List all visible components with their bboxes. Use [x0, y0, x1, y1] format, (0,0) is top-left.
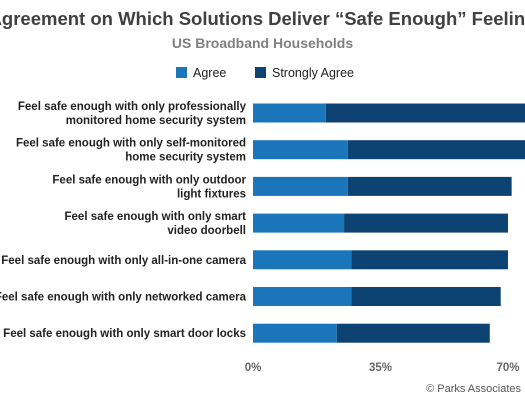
legend-label-1: Strongly Agree: [272, 66, 354, 80]
bar-5-1: [351, 287, 501, 306]
bar-3-0: [253, 213, 345, 233]
bar-5-0: [253, 287, 352, 306]
category-label-0-1: monitored home security system: [66, 115, 246, 127]
chart-subtitle: US Broadband Households: [172, 35, 353, 51]
category-label-1-1: home security system: [125, 152, 246, 164]
bar-0-1: [325, 103, 525, 123]
category-label-2-1: light fixtures: [177, 188, 246, 200]
category-label-6-0: Feel safe enough with only smart door lo…: [3, 328, 246, 340]
category-label-4-0: Feel safe enough with only all-in-one ca…: [1, 255, 246, 267]
legend-swatch-1: [255, 67, 266, 78]
category-labels: Feel safe enough with only professionall…: [0, 101, 247, 340]
x-axis-ticks: 0% 35% 70%: [245, 362, 520, 374]
bar-2-1: [347, 176, 512, 196]
x-tick-1: 35%: [369, 362, 392, 374]
category-label-2-0: Feel safe enough with only outdoor: [52, 174, 246, 186]
category-label-0-0: Feel safe enough with only professionall…: [18, 101, 247, 113]
category-label-3-1: video doorbell: [167, 225, 246, 237]
bars: [253, 103, 525, 343]
bar-1-1: [347, 140, 525, 160]
x-tick-2: 70%: [496, 362, 519, 374]
bar-6-0: [253, 323, 337, 343]
bar-6-1: [336, 323, 490, 343]
bar-4-0: [253, 250, 352, 270]
credit-text: © Parks Associates: [426, 383, 521, 395]
chart-title: Agreement on Which Solutions Deliver “Sa…: [0, 8, 525, 29]
legend-label-0: Agree: [193, 66, 226, 80]
bar-0-0: [253, 103, 326, 123]
bar-4-1: [351, 250, 508, 270]
bar-2-0: [253, 176, 348, 196]
bar-3-1: [344, 213, 508, 233]
category-label-3-0: Feel safe enough with only smart: [65, 211, 247, 223]
bar-1-0: [253, 140, 348, 160]
x-tick-0: 0%: [245, 362, 262, 374]
legend-swatch-0: [176, 67, 187, 78]
category-label-1-0: Feel safe enough with only self-monitore…: [16, 138, 246, 150]
category-label-5-0: Feel safe enough with only networked cam…: [0, 292, 247, 304]
legend: Agree Strongly Agree: [176, 66, 354, 80]
